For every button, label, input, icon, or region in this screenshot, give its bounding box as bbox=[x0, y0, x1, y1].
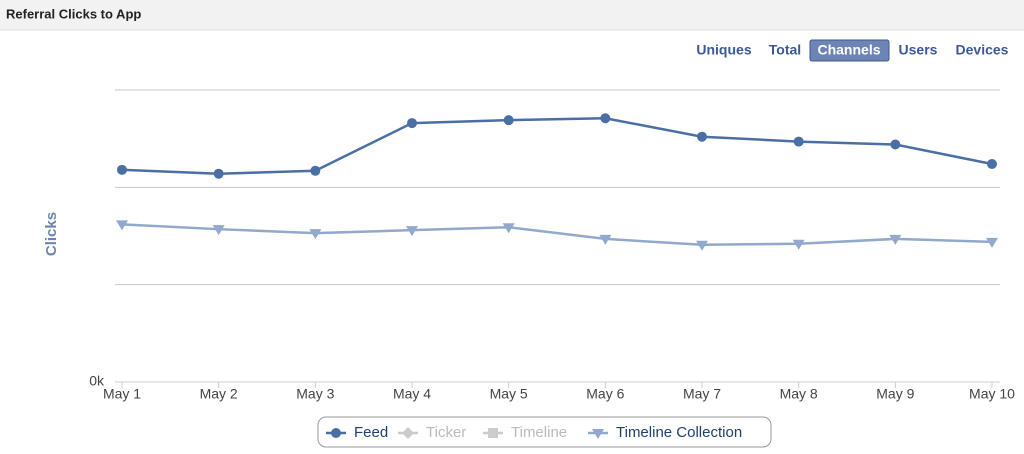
x-tick-label: May 1 bbox=[103, 386, 141, 402]
x-tick-label: May 9 bbox=[876, 386, 914, 402]
series-line bbox=[121, 223, 993, 247]
data-point bbox=[696, 240, 708, 251]
header-bar bbox=[0, 0, 1024, 30]
data-point bbox=[503, 115, 514, 126]
data-point bbox=[793, 136, 804, 147]
data-point bbox=[890, 139, 901, 150]
legend-marker bbox=[592, 429, 604, 439]
data-point bbox=[502, 223, 515, 234]
data-point bbox=[889, 234, 902, 245]
tab-active-bg[interactable] bbox=[809, 39, 890, 62]
data-point bbox=[406, 226, 418, 237]
x-tick-label: May 2 bbox=[200, 386, 238, 402]
x-tick-label: May 10 bbox=[969, 386, 1015, 402]
data-point bbox=[116, 220, 128, 231]
header-title: Referral Clicks to App bbox=[6, 6, 141, 21]
legend-label[interactable]: Feed bbox=[354, 424, 388, 441]
data-point bbox=[310, 165, 321, 176]
legend-label[interactable]: Timeline Collection bbox=[616, 424, 742, 441]
tab[interactable]: Channels bbox=[817, 42, 880, 58]
data-point bbox=[309, 229, 322, 240]
legend-marker bbox=[488, 428, 498, 438]
data-point bbox=[213, 168, 224, 179]
data-point bbox=[600, 113, 611, 124]
x-tick-label: May 7 bbox=[683, 386, 721, 402]
legend-label[interactable]: Timeline bbox=[511, 424, 567, 441]
x-tick-label: May 6 bbox=[586, 386, 624, 402]
legend-label[interactable]: Ticker bbox=[426, 424, 466, 441]
tab[interactable]: Total bbox=[769, 42, 801, 58]
data-point bbox=[697, 131, 707, 142]
y-axis-label: Clicks bbox=[43, 212, 60, 256]
legend-marker bbox=[331, 428, 341, 438]
x-tick-label: May 8 bbox=[780, 386, 818, 402]
data-point bbox=[117, 164, 127, 175]
data-point bbox=[987, 158, 997, 169]
x-tick-label: May 3 bbox=[296, 386, 334, 402]
data-point bbox=[986, 237, 998, 248]
data-point bbox=[407, 118, 417, 129]
legend-box bbox=[317, 416, 772, 448]
tab[interactable]: Uniques bbox=[696, 42, 751, 58]
x-tick-label: May 4 bbox=[393, 386, 431, 402]
tab[interactable]: Users bbox=[899, 42, 938, 58]
tab[interactable]: Devices bbox=[956, 42, 1009, 58]
x-tick-label: May 5 bbox=[490, 386, 528, 402]
y-tick-label: 0k bbox=[89, 373, 105, 389]
data-point bbox=[792, 239, 805, 250]
data-point bbox=[599, 234, 612, 245]
series-line bbox=[121, 116, 993, 175]
data-point bbox=[212, 225, 225, 236]
legend-marker bbox=[402, 427, 414, 439]
